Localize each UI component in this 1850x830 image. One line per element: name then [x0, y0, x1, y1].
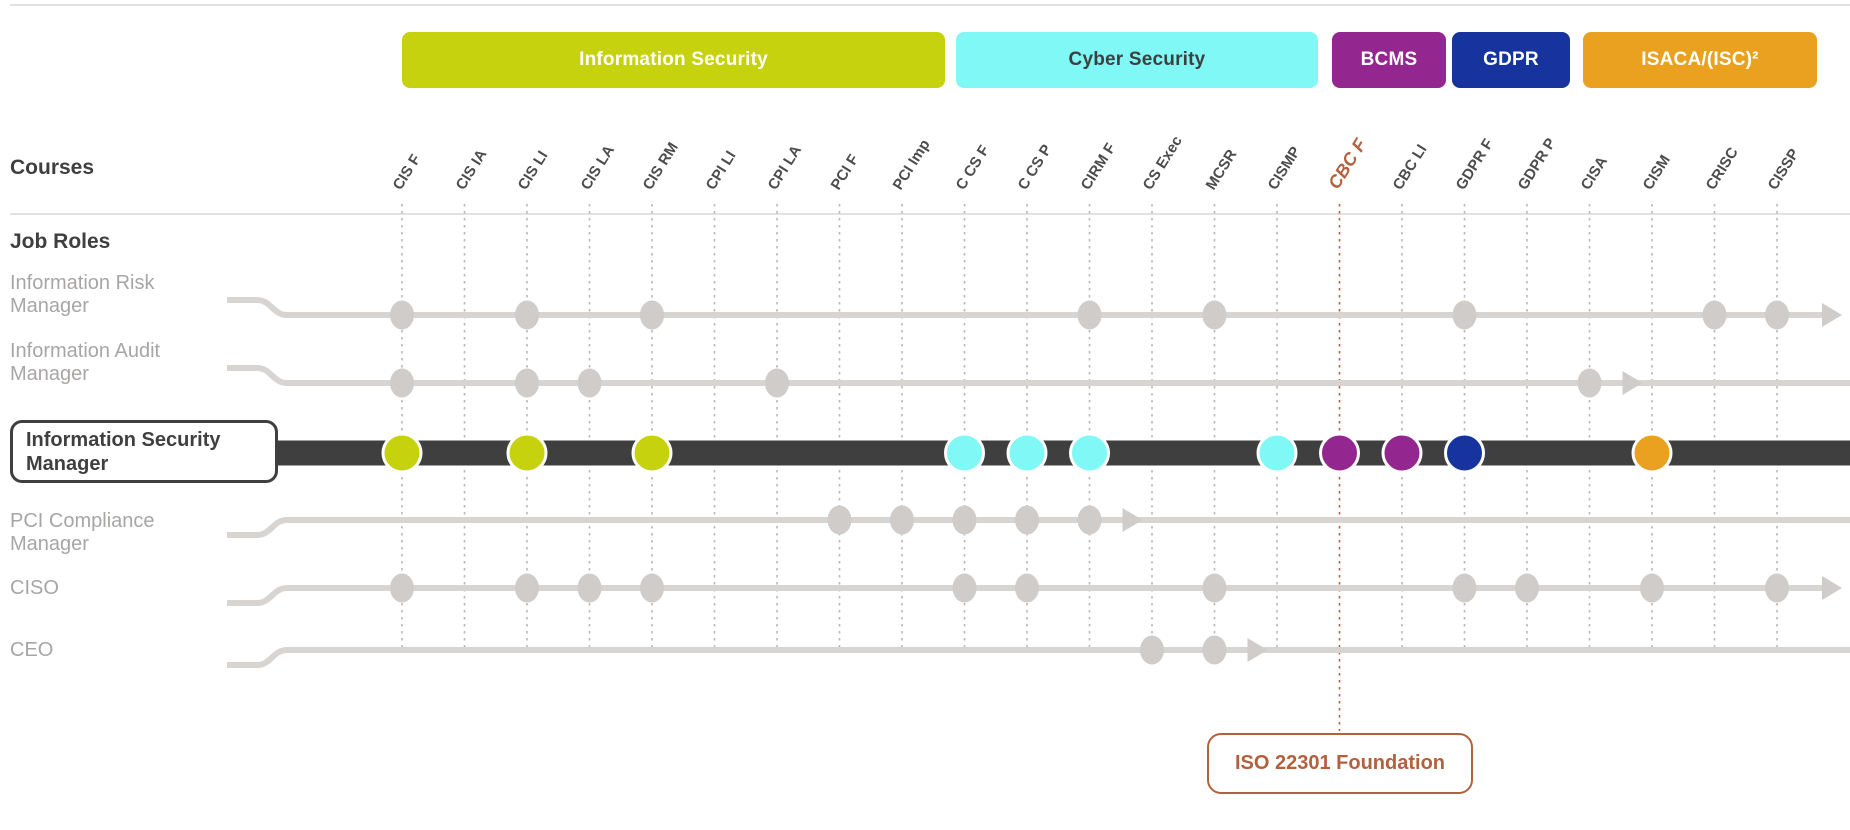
selected-role-box[interactable]: Information Security Manager — [10, 420, 278, 483]
course-dot-cbc-li[interactable] — [1381, 432, 1423, 474]
course-dot-cis-li[interactable] — [515, 573, 539, 603]
course-dot-cis-f[interactable] — [390, 573, 414, 603]
course-dot-cs-exec[interactable] — [1140, 635, 1164, 665]
course-dot-c-cs-p[interactable] — [1015, 573, 1039, 603]
course-dot-cisa[interactable] — [1577, 368, 1602, 398]
course-dot-c-cs-p[interactable] — [1006, 432, 1048, 474]
course-dot-cismp[interactable] — [1256, 432, 1298, 474]
role-line-arrow-icon — [1122, 508, 1143, 532]
course-dot-cirm-f[interactable] — [1077, 505, 1102, 535]
course-dot-c-cs-p[interactable] — [1015, 505, 1039, 535]
courses-heading: Courses — [10, 156, 95, 179]
role-line-ciso — [227, 585, 1824, 606]
course-dot-mcsr[interactable] — [1202, 635, 1227, 665]
courses-divider — [10, 213, 1850, 215]
course-dot-gdpr-p[interactable] — [1515, 573, 1539, 603]
course-dot-cis-li[interactable] — [506, 432, 548, 474]
course-dot-pci-f[interactable] — [827, 505, 852, 535]
course-dot-c-cs-f[interactable] — [952, 505, 977, 535]
course-dot-cism[interactable] — [1631, 432, 1673, 474]
course-dot-cis-f[interactable] — [381, 432, 423, 474]
course-dot-cirm-f[interactable] — [1077, 300, 1102, 330]
course-dot-cpi-la[interactable] — [765, 368, 789, 398]
role-line-ceo — [227, 647, 1850, 668]
course-dot-cis-rm[interactable] — [631, 432, 673, 474]
legend-bar-cyber-security[interactable]: Cyber Security — [956, 32, 1318, 88]
course-dot-pci-imp[interactable] — [890, 505, 914, 535]
course-dot-cis-f[interactable] — [390, 368, 414, 398]
job-role-pci-compliance-manager[interactable]: PCI Compliance Manager — [10, 510, 155, 555]
top-divider — [10, 4, 1850, 6]
selected-role-label: Information Security Manager — [26, 428, 221, 475]
role-line-arrow-icon — [1622, 371, 1643, 395]
course-dot-c-cs-f[interactable] — [944, 432, 985, 474]
course-dot-gdpr-f[interactable] — [1452, 300, 1477, 330]
course-dot-gdpr-f[interactable] — [1452, 573, 1477, 603]
course-dot-cis-rm[interactable] — [640, 300, 664, 330]
role-line-information-risk-manager — [227, 297, 1824, 318]
course-tooltip-label: ISO 22301 Foundation — [1234, 752, 1446, 774]
course-dot-cirm-f[interactable] — [1069, 432, 1110, 474]
course-dot-cis-la[interactable] — [577, 368, 602, 398]
job-role-ciso[interactable]: CISO — [10, 577, 59, 599]
course-dot-cissp[interactable] — [1765, 573, 1789, 603]
course-tooltip: ISO 22301 Foundation — [1207, 733, 1473, 794]
course-dot-cis-f[interactable] — [390, 300, 414, 330]
job-roles-heading: Job Roles — [10, 230, 111, 253]
course-dot-mcsr[interactable] — [1202, 573, 1227, 603]
role-line-arrow-icon — [1247, 638, 1268, 662]
legend-bar-isaca-isc[interactable]: ISACA/(ISC)² — [1583, 32, 1817, 88]
course-dot-cis-rm[interactable] — [640, 573, 664, 603]
legend-bar-information-security[interactable]: Information Security — [402, 32, 945, 88]
course-dot-gdpr-f[interactable] — [1444, 432, 1485, 474]
course-dot-mcsr[interactable] — [1202, 300, 1227, 330]
course-dot-cis-li[interactable] — [515, 300, 539, 330]
job-role-information-audit-manager[interactable]: Information Audit Manager — [10, 340, 161, 385]
legend-bar-bcms[interactable]: BCMS — [1332, 32, 1446, 88]
course-dot-crisc[interactable] — [1702, 300, 1727, 330]
course-dot-cissp[interactable] — [1765, 300, 1789, 330]
job-role-ceo[interactable]: CEO — [10, 639, 54, 661]
job-role-information-risk-manager[interactable]: Information Risk Manager — [10, 272, 155, 317]
course-dot-cism[interactable] — [1640, 573, 1664, 603]
legend-bar-gdpr[interactable]: GDPR — [1452, 32, 1570, 88]
course-dot-c-cs-f[interactable] — [952, 573, 977, 603]
role-line-arrow-icon — [1822, 303, 1842, 327]
course-dot-cbc-f[interactable] — [1319, 432, 1360, 474]
role-line-information-audit-manager — [227, 365, 1850, 386]
role-line-pci-compliance-manager — [227, 517, 1850, 538]
role-line-arrow-icon — [1822, 576, 1842, 600]
course-dot-cis-la[interactable] — [577, 573, 602, 603]
course-dot-cis-li[interactable] — [515, 368, 539, 398]
